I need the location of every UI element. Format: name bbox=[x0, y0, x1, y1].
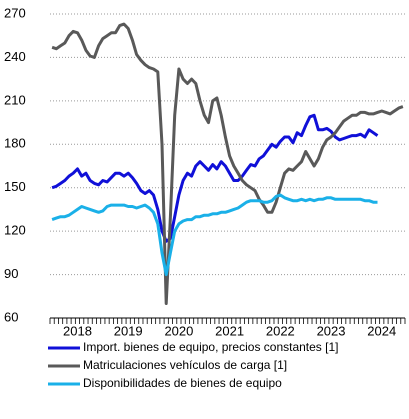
legend-label: Disponibilidades de bienes de equipo bbox=[83, 376, 282, 390]
legend-label: Matriculaciones vehículos de carga [1] bbox=[83, 358, 287, 372]
series-line bbox=[51, 22, 404, 305]
x-tick-label: 2023 bbox=[317, 323, 346, 338]
y-tick-label: 180 bbox=[4, 136, 26, 151]
y-tick-label: 210 bbox=[4, 92, 26, 107]
x-tick-label: 2024 bbox=[367, 323, 396, 338]
series-line bbox=[51, 113, 379, 243]
x-tick-label: 2019 bbox=[114, 323, 143, 338]
x-tick-label: 2021 bbox=[215, 323, 244, 338]
y-tick-label: 90 bbox=[4, 266, 18, 281]
series-line bbox=[51, 193, 378, 277]
x-tick-label: 2020 bbox=[164, 323, 193, 338]
y-tick-label: 60 bbox=[4, 309, 18, 324]
legend-label: Import. bienes de equipo, precios consta… bbox=[83, 340, 339, 354]
y-tick-label: 150 bbox=[4, 179, 26, 194]
y-tick-label: 270 bbox=[4, 5, 26, 20]
x-tick-label: 2022 bbox=[266, 323, 295, 338]
x-tick-label: 2018 bbox=[63, 323, 92, 338]
y-tick-label: 120 bbox=[4, 223, 26, 238]
y-tick-label: 240 bbox=[4, 49, 26, 64]
